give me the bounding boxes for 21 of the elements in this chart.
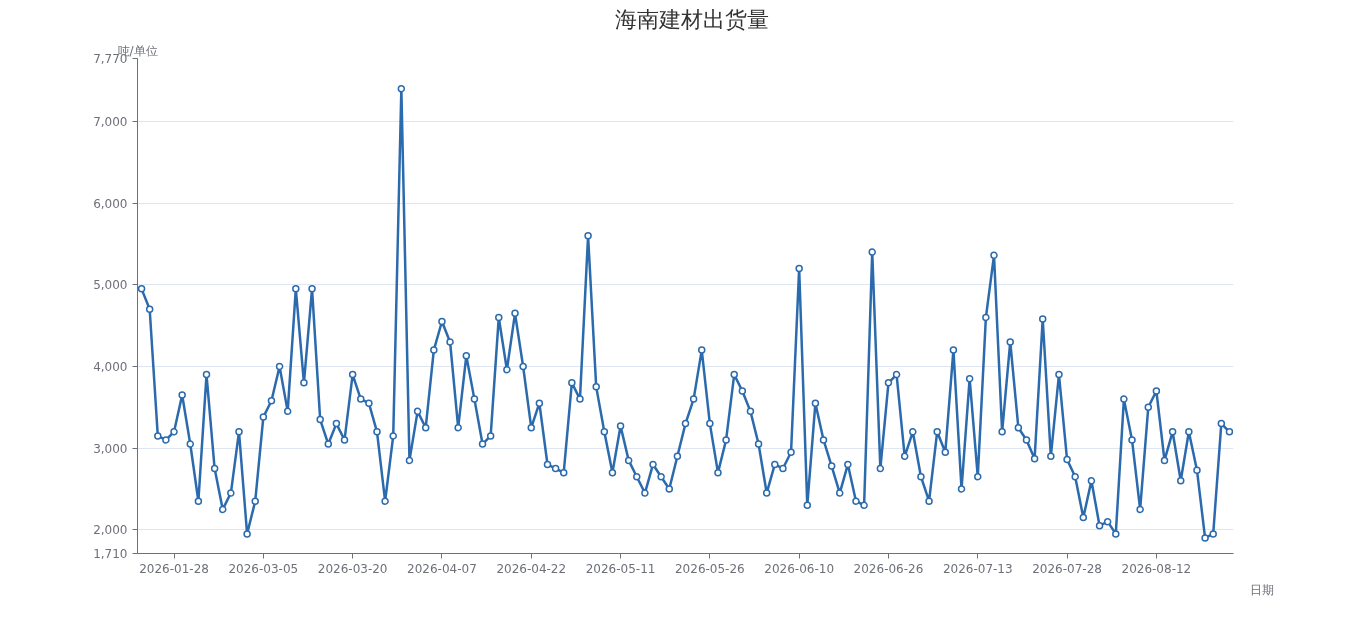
y-tick-label: 2,000 bbox=[93, 523, 128, 538]
x-tick-label: 2026-08-12 bbox=[1121, 561, 1192, 576]
x-tick-label: 2026-05-26 bbox=[674, 561, 745, 576]
x-tick-label: 2026-05-11 bbox=[585, 561, 656, 576]
x-tick-label: 2026-03-05 bbox=[228, 561, 299, 576]
text: 海南建材出货量 bbox=[615, 6, 769, 34]
x-tick-label: 2026-01-28 bbox=[139, 561, 209, 576]
x-tick-label: 2026-06-10 bbox=[764, 561, 835, 576]
y-tick-label: 4,000 bbox=[93, 359, 128, 374]
x-axis-title: 日期 bbox=[1249, 582, 1274, 597]
y-tick-label: 5,000 bbox=[93, 278, 128, 293]
y-tick-label: 1,710 bbox=[93, 547, 128, 561]
x-tick-label: 2026-03-20 bbox=[317, 561, 388, 576]
y-tick-label: 7,000 bbox=[93, 114, 128, 129]
x-tick-label: 2026-07-28 bbox=[1032, 561, 1102, 576]
y-tick-label: 3,000 bbox=[93, 441, 128, 456]
x-tick-label: 2026-06-26 bbox=[853, 561, 924, 576]
x-tick-label: 2026-04-07 bbox=[407, 561, 477, 576]
x-tick-label: 2026-04-22 bbox=[496, 561, 567, 576]
y-tick-label: 6,000 bbox=[93, 196, 128, 211]
x-tick-label: 2026-07-13 bbox=[942, 561, 1013, 576]
